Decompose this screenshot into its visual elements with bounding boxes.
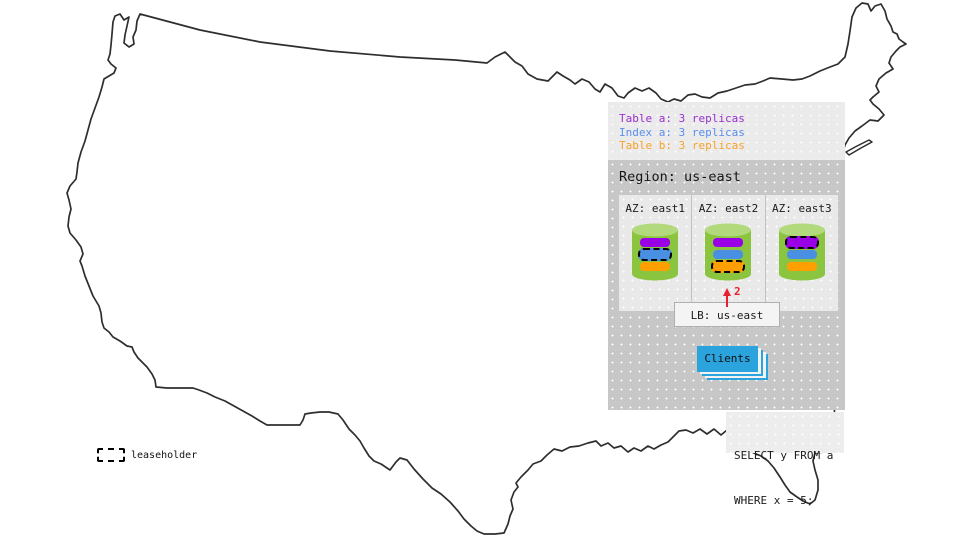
legend-table-a: Table a: 3 replicas [619,112,745,125]
replica-bar-table-a [640,238,671,247]
legend-index-a: Index a: 3 replicas [619,125,745,139]
leaseholder-key-label: leaseholder [131,449,198,461]
db-node-cylinder [778,221,826,287]
replica-bar-table-b [640,262,671,271]
region-title: Region: us-east [619,169,741,185]
replica-bar-index-a [713,250,744,259]
db-node-cylinder [631,221,679,287]
clients-box: Clients [697,346,758,372]
replica-legend-panel: Table a: 3 replicas Index a: 3 replicas … [608,102,845,160]
replica-bar-index-a [638,248,673,261]
leaseholder-swatch-icon [97,448,125,462]
az-row: AZ: east1 AZ: east2 [619,195,838,311]
az-east2: AZ: east2 [691,195,764,311]
request-arrow-icon [722,288,731,307]
sql-line-1: SELECT y FROM a [734,449,834,462]
az-east3: AZ: east3 [764,195,838,311]
replica-bar-table-a [784,236,819,249]
region-panel: Region: us-east AZ: east1 AZ: east2 [608,160,845,410]
replica-bar-table-a [713,238,744,247]
leaseholder-key: leaseholder [97,447,197,463]
replica-bar-table-b [711,260,746,273]
request-arrow-label: 2 [734,285,741,298]
load-balancer-box: LB: us-east [674,302,780,327]
az-label: AZ: east3 [772,202,832,215]
az-east1: AZ: east1 [619,195,691,311]
replica-bar-index-a [786,250,817,259]
us-map-outline [66,2,907,535]
db-node-cylinder [704,221,752,287]
az-label: AZ: east1 [625,202,685,215]
az-label: AZ: east2 [698,202,759,215]
sql-line-2: WHERE x = 5; [734,494,814,507]
long-island-outline [845,139,873,156]
replica-bar-table-b [786,262,817,271]
legend-table-b: Table b: 3 replicas [619,139,745,152]
sql-query-box: SELECT y FROM a WHERE x = 5; [726,412,844,507]
